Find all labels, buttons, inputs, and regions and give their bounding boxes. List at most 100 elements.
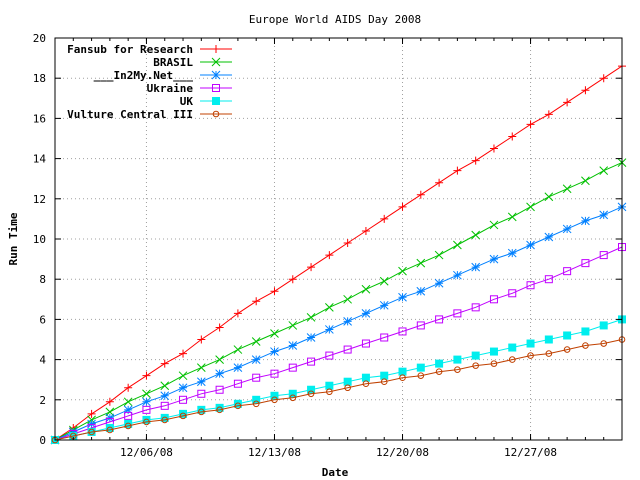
data-point xyxy=(178,371,188,381)
data-point xyxy=(471,303,480,312)
data-point xyxy=(544,335,553,344)
data-point xyxy=(489,295,498,304)
data-point xyxy=(434,250,444,260)
data-point xyxy=(471,262,481,272)
x-tick-label: 12/27/08 xyxy=(504,446,557,459)
data-point xyxy=(416,321,425,330)
data-point xyxy=(562,184,572,194)
data-point xyxy=(142,389,151,399)
data-point xyxy=(599,74,608,83)
data-point xyxy=(234,402,242,410)
data-point xyxy=(179,412,187,420)
x-tick-label: 12/06/08 xyxy=(120,446,173,459)
data-point xyxy=(508,289,517,298)
series-brasil xyxy=(50,158,627,445)
data-point xyxy=(233,363,243,372)
series-line xyxy=(54,65,623,441)
data-point xyxy=(362,380,370,388)
data-point xyxy=(196,377,206,387)
data-point xyxy=(252,373,261,382)
data-point xyxy=(416,190,425,199)
data-point xyxy=(508,343,517,352)
data-point xyxy=(599,210,609,220)
data-point xyxy=(581,216,590,226)
legend-label: Ukraine xyxy=(147,82,194,95)
data-point xyxy=(399,374,406,381)
data-point xyxy=(307,390,315,398)
data-point xyxy=(270,369,279,378)
y-tick-label: 20 xyxy=(33,32,46,45)
data-point xyxy=(526,240,535,250)
data-point xyxy=(343,239,352,248)
data-point xyxy=(435,178,444,187)
data-point xyxy=(453,240,462,250)
data-point xyxy=(160,413,169,422)
data-point xyxy=(288,321,298,330)
data-point xyxy=(380,214,389,223)
chart-title: Europe World AIDS Day 2008 xyxy=(249,13,421,26)
data-point xyxy=(106,426,114,434)
data-point xyxy=(306,313,316,322)
data-point xyxy=(288,341,298,350)
y-tick-label: 16 xyxy=(33,112,46,125)
data-point xyxy=(435,368,443,375)
x-tick-label: 12/13/08 xyxy=(248,446,301,459)
data-point xyxy=(142,397,151,407)
data-point xyxy=(198,408,205,416)
data-point xyxy=(142,405,151,414)
data-point xyxy=(563,346,571,353)
data-point xyxy=(581,259,590,268)
data-point xyxy=(197,405,206,414)
legend-label: BRASIL xyxy=(153,56,193,69)
data-point xyxy=(87,419,96,429)
data-point xyxy=(489,347,498,356)
data-point xyxy=(178,383,188,393)
series-line xyxy=(54,206,623,441)
data-point xyxy=(361,284,371,294)
data-point xyxy=(215,369,224,379)
data-point xyxy=(215,323,224,332)
data-point xyxy=(380,371,389,380)
data-point xyxy=(453,166,462,175)
series-vulture-central-iii xyxy=(51,336,626,444)
data-point xyxy=(508,356,516,363)
data-point xyxy=(143,418,150,426)
data-point xyxy=(380,378,388,386)
data-point xyxy=(398,202,407,211)
y-tick-label: 10 xyxy=(33,233,46,246)
data-point xyxy=(489,144,498,153)
data-point xyxy=(563,331,572,340)
series-line xyxy=(54,339,623,441)
y-tick-label: 2 xyxy=(39,394,46,407)
series-line xyxy=(54,246,623,441)
series-ukraine xyxy=(51,243,626,444)
data-point xyxy=(544,192,554,202)
data-point xyxy=(326,388,333,396)
data-point xyxy=(398,292,407,302)
data-point xyxy=(270,391,279,400)
data-point xyxy=(471,156,480,165)
x-axis-label: Date xyxy=(322,466,349,479)
data-point xyxy=(344,384,351,392)
data-point xyxy=(160,401,169,410)
data-point xyxy=(361,373,370,382)
data-point xyxy=(105,423,114,432)
data-point xyxy=(124,419,133,428)
data-point xyxy=(251,355,261,364)
data-point xyxy=(233,309,242,318)
data-point xyxy=(581,86,590,95)
data-point xyxy=(87,409,96,418)
series-uk xyxy=(51,315,626,444)
data-point xyxy=(453,355,462,364)
data-point xyxy=(233,345,243,354)
data-point xyxy=(233,379,242,388)
legend: Fansub for ResearchBRASIL___In2My.Net___… xyxy=(67,43,232,121)
data-point xyxy=(562,224,572,234)
data-point xyxy=(160,359,169,368)
legend-label: Fansub for Research xyxy=(67,43,193,56)
x-tick-label: 12/20/08 xyxy=(376,446,429,459)
data-point xyxy=(325,251,334,260)
data-point xyxy=(123,397,133,407)
data-point xyxy=(105,413,115,423)
data-point xyxy=(288,363,297,372)
